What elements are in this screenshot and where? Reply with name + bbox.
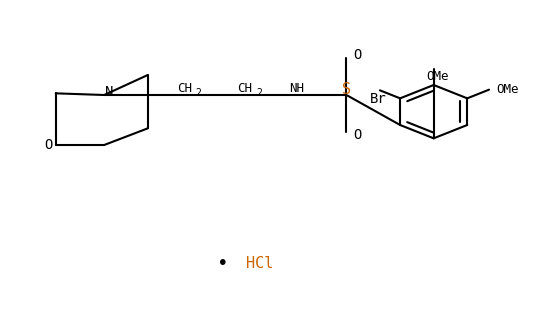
Text: O: O [353,48,361,62]
Text: O: O [353,128,361,142]
Text: CH: CH [177,82,192,95]
Text: S: S [342,83,351,98]
Text: O: O [45,138,53,152]
Text: CH: CH [238,82,253,95]
Text: Br: Br [369,92,386,106]
Text: •: • [217,254,229,273]
Text: OMe: OMe [426,71,449,84]
Text: HCl: HCl [246,256,273,271]
Text: 2: 2 [196,88,201,98]
Text: N: N [105,85,114,99]
Text: NH: NH [289,83,304,96]
Text: 2: 2 [256,88,262,98]
Text: OMe: OMe [496,83,518,96]
